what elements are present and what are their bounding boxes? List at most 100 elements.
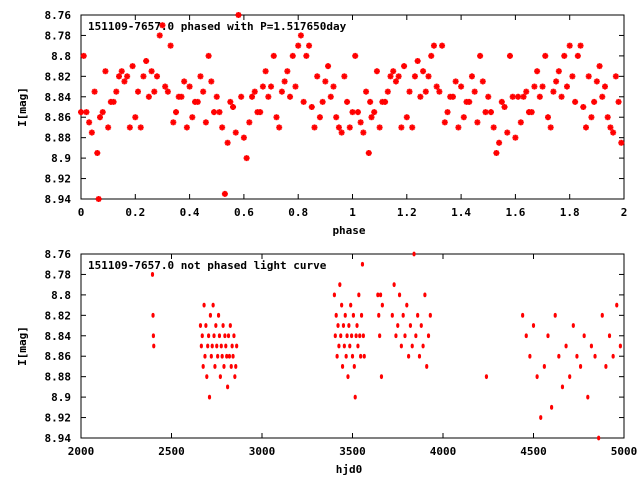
phased-chart-xlabel: phase (332, 224, 365, 237)
data-point (517, 119, 524, 126)
data-point (211, 302, 215, 308)
data-point (359, 353, 363, 359)
data-point (607, 333, 612, 339)
data-point (588, 114, 595, 121)
data-point (86, 119, 93, 126)
data-point (601, 83, 608, 90)
data-point (487, 109, 494, 116)
data-point (167, 42, 174, 49)
unphased-ytick-label: 8.86 (45, 350, 72, 363)
data-point (352, 52, 359, 59)
data-point (246, 119, 253, 126)
data-point (368, 114, 375, 121)
data-point (546, 333, 550, 339)
data-point (308, 104, 315, 110)
data-point (303, 52, 310, 59)
data-point (152, 343, 156, 349)
data-point (550, 404, 554, 410)
data-point (345, 333, 349, 339)
data-point (420, 68, 427, 75)
data-point (337, 343, 341, 349)
data-point (382, 98, 389, 105)
data-point (343, 312, 347, 318)
data-point (151, 312, 155, 318)
data-point (355, 323, 359, 328)
data-point (151, 88, 158, 95)
data-point (80, 52, 87, 59)
data-point (365, 150, 372, 156)
data-point (102, 68, 109, 75)
data-point (94, 150, 101, 156)
data-point (273, 114, 280, 121)
data-point (351, 312, 356, 318)
data-point (460, 114, 467, 121)
data-point (544, 114, 551, 121)
data-point (207, 394, 212, 400)
data-point (575, 353, 579, 359)
data-point (531, 83, 538, 90)
data-point (230, 343, 234, 349)
data-point (398, 124, 405, 131)
data-point (306, 42, 313, 49)
data-point (428, 312, 432, 318)
data-point (615, 302, 619, 308)
data-point (202, 302, 206, 308)
data-point (482, 109, 489, 116)
data-point (164, 88, 171, 95)
data-point (116, 73, 123, 80)
unphased-ytick-label: 8.94 (45, 432, 72, 445)
data-point (189, 114, 196, 121)
data-point (354, 109, 361, 116)
data-point (300, 98, 307, 105)
data-point (140, 73, 147, 80)
data-point (578, 364, 583, 369)
data-point (569, 73, 576, 80)
data-point (330, 83, 337, 90)
data-point (353, 394, 357, 400)
data-point (154, 73, 161, 80)
data-point (474, 119, 481, 126)
data-point (419, 323, 423, 328)
data-point (88, 129, 95, 136)
data-point (178, 93, 185, 100)
data-point (230, 104, 237, 110)
data-point (341, 73, 348, 80)
phased-ytick-label: 8.8 (51, 50, 71, 63)
data-point (599, 93, 606, 100)
data-point (338, 282, 342, 288)
data-point (379, 374, 384, 380)
data-point (439, 42, 446, 49)
phased-ytick-label: 8.86 (45, 111, 72, 124)
data-point (479, 78, 486, 85)
unphased-chart-title: 151109-7657.0 not phased light curve (88, 259, 327, 272)
unphased-xtick-label: 2000 (68, 445, 95, 458)
data-point (589, 343, 594, 349)
phased-ytick-label: 8.9 (51, 152, 71, 165)
data-point (354, 333, 358, 339)
data-point (458, 83, 465, 90)
data-point (234, 364, 238, 369)
data-point (110, 98, 117, 105)
data-point (219, 343, 223, 349)
data-point (436, 88, 443, 95)
data-point (232, 333, 236, 339)
data-point (156, 32, 163, 39)
data-point (428, 52, 435, 59)
unphased-ytick-label: 8.76 (45, 248, 72, 261)
phased-chart-ylabel: I[mag] (16, 87, 29, 127)
phased-chart-frame (80, 14, 625, 200)
phased-ytick-label: 8.82 (45, 70, 72, 83)
phased-xtick-label: 0.6 (234, 206, 254, 219)
data-point (591, 98, 598, 105)
data-point (220, 353, 224, 359)
data-point (596, 63, 603, 70)
data-point (235, 343, 239, 349)
data-point (197, 73, 204, 80)
data-point (322, 78, 329, 85)
data-point (557, 353, 561, 359)
data-point (216, 109, 223, 116)
data-point (262, 68, 269, 75)
data-point (407, 353, 411, 359)
data-point (97, 114, 104, 121)
data-point (528, 353, 532, 359)
